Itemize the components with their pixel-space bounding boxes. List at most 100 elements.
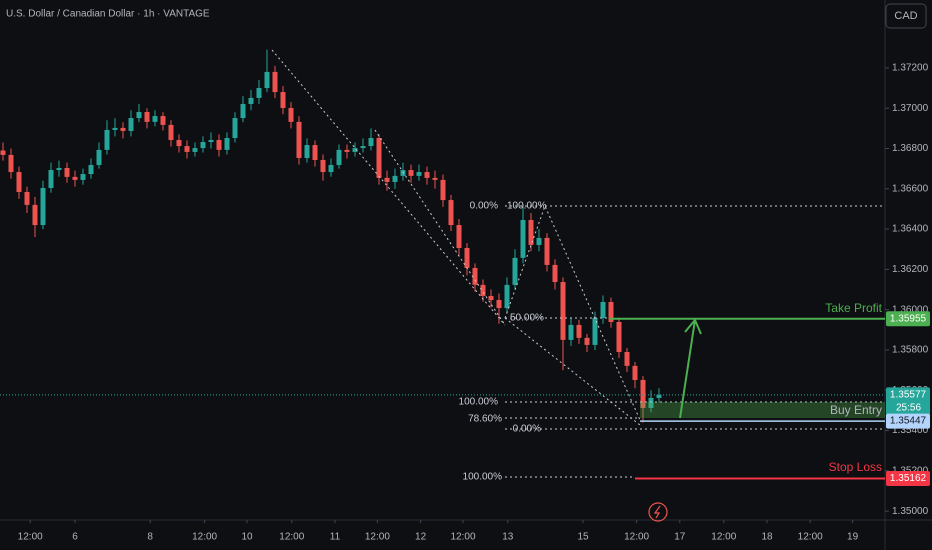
candle-body — [312, 145, 318, 160]
y-tick-label: 1.37200 — [892, 63, 929, 74]
candle-body — [240, 103, 246, 119]
candle-body — [384, 177, 390, 182]
candle-body — [624, 351, 630, 366]
candle-body — [48, 170, 54, 188]
candle-body — [144, 112, 150, 122]
candle-body — [480, 284, 486, 296]
x-tick-label: 12:00 — [279, 532, 304, 543]
candle-body — [152, 116, 158, 122]
y-tick-label: 1.35800 — [892, 345, 929, 356]
annotation: 100.00% — [507, 201, 547, 212]
x-tick-label: 12:00 — [798, 532, 823, 543]
annotation: Stop Loss — [829, 460, 882, 474]
candle-body — [208, 140, 214, 143]
x-tick-label: 12:00 — [450, 532, 475, 543]
candle-body — [648, 397, 654, 408]
x-tick-label: 12:00 — [711, 532, 736, 543]
candle-body — [600, 302, 606, 318]
zigzag-line — [374, 129, 506, 326]
candle-body — [336, 149, 342, 166]
y-tick-label: 1.35000 — [892, 506, 929, 517]
price-tag — [886, 470, 930, 486]
candle-body — [232, 118, 238, 139]
x-tick-label: 18 — [761, 532, 773, 543]
x-tick-label: 15 — [577, 532, 589, 543]
x-tick-label: 8 — [147, 532, 153, 543]
candle-body — [176, 140, 182, 147]
target-arrow — [679, 319, 696, 419]
candle-body — [88, 165, 94, 175]
annotation: 50.00% — [510, 313, 544, 324]
candle-body — [608, 302, 614, 322]
candle-body — [288, 107, 294, 122]
candle-body — [640, 379, 646, 408]
candle-body — [496, 299, 502, 309]
x-tick-label: 12:00 — [192, 532, 217, 543]
candle-body — [528, 220, 534, 245]
price-tag-label: 1.35447 — [890, 416, 927, 427]
candle-body — [656, 394, 662, 398]
y-tick-label: 1.37000 — [892, 103, 929, 114]
candle-body — [352, 148, 358, 152]
price-tag-label: 1.35955 — [890, 313, 927, 324]
zigzag-line — [504, 204, 641, 421]
target-arrow-head — [684, 318, 702, 335]
candle-body — [200, 142, 206, 149]
candle-body — [272, 71, 278, 93]
candle-body — [584, 337, 590, 345]
candle-body — [568, 324, 574, 340]
candle-body — [8, 154, 14, 173]
candle-body — [472, 267, 478, 285]
candle-body — [168, 124, 174, 141]
candle-body — [72, 176, 78, 180]
candle-body — [0, 150, 6, 155]
candle-body — [424, 172, 430, 178]
candle-body — [432, 177, 438, 180]
annotation: 0.00% — [513, 424, 541, 435]
annotation: 0.00% — [470, 201, 498, 212]
candle-body — [408, 170, 414, 176]
currency-button[interactable] — [885, 3, 927, 29]
x-tick-label: 12:00 — [624, 532, 649, 543]
candle-body — [512, 257, 518, 285]
candle-body — [112, 127, 118, 130]
candle-body — [16, 172, 22, 193]
price-tag-label: 1.35162 — [890, 473, 927, 484]
candle-body — [136, 112, 142, 119]
x-tick-label: 6 — [72, 532, 78, 543]
x-tick-label: 11 — [330, 532, 341, 543]
candle-body — [464, 248, 470, 268]
annotation: 100.00% — [463, 472, 503, 483]
candle-body — [216, 140, 222, 150]
candle-body — [264, 71, 270, 89]
candle-body — [416, 172, 422, 176]
currency-label: CAD — [894, 10, 917, 22]
candle-body — [400, 170, 406, 176]
y-tick-label: 1.36000 — [892, 304, 929, 315]
candle-body — [64, 168, 70, 177]
candle-body — [552, 264, 558, 283]
candle-body — [616, 321, 622, 352]
candle-body — [280, 92, 286, 108]
candle-body — [32, 204, 38, 226]
candle-body — [456, 225, 462, 249]
candle-body — [376, 138, 382, 178]
price-tag — [886, 387, 930, 416]
candle-body — [448, 200, 454, 226]
candle-body — [488, 295, 494, 300]
candle-body — [104, 129, 110, 150]
event-icon — [653, 505, 661, 519]
candle-body — [160, 116, 166, 125]
candle-body — [296, 121, 302, 158]
x-tick-label: 12 — [415, 532, 427, 543]
y-tick-label: 1.36400 — [892, 224, 929, 235]
candle-body — [80, 174, 86, 180]
price-tag — [886, 311, 930, 327]
candle-body — [544, 237, 550, 265]
price-tag-label: 1.35577 — [890, 390, 927, 401]
candle-body — [520, 220, 526, 258]
candle-body — [224, 138, 230, 150]
candle-body — [360, 146, 366, 149]
x-tick-label: 17 — [674, 532, 686, 543]
